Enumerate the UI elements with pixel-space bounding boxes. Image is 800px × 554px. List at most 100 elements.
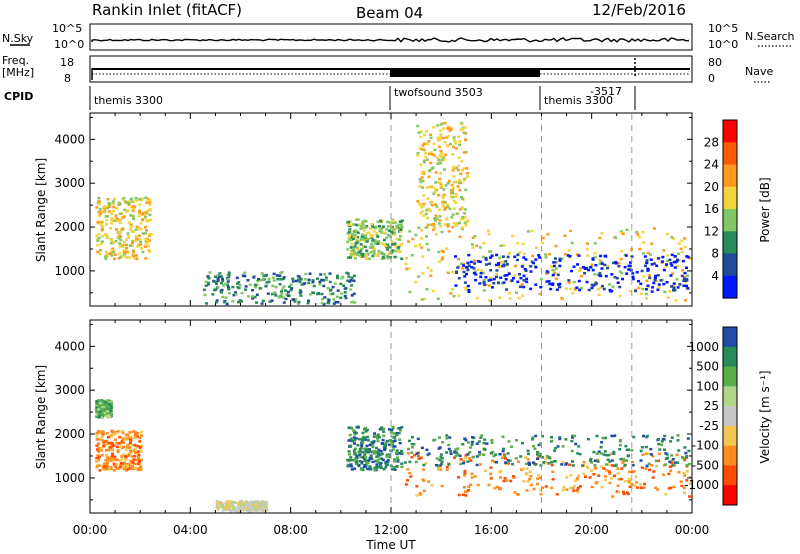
power-cell — [332, 302, 336, 305]
power-cell — [376, 220, 380, 223]
power-cell — [292, 298, 296, 301]
power-cell — [253, 283, 257, 287]
velocity-cell — [556, 445, 560, 448]
power-cell — [112, 209, 115, 213]
velocity-cell — [415, 485, 419, 488]
power-cell — [416, 200, 420, 203]
power-cell — [500, 282, 504, 285]
velocity-cell — [573, 434, 577, 438]
velocity-cell — [371, 445, 375, 449]
power-cell — [407, 267, 411, 270]
velocity-cell — [600, 441, 604, 444]
velocity-colorbar-swatch — [723, 386, 737, 407]
velocity-cell — [126, 464, 130, 467]
velocity-cell — [400, 465, 404, 469]
power-cell — [101, 211, 105, 214]
power-cell — [130, 200, 134, 203]
power-cell — [445, 247, 449, 250]
power-cell — [618, 285, 622, 289]
power-cell — [361, 223, 365, 226]
power-cell — [374, 226, 377, 230]
power-cell — [600, 262, 604, 265]
velocity-cell — [135, 458, 139, 462]
power-cell — [467, 253, 471, 257]
power-cell — [251, 289, 254, 292]
velocity-cell — [116, 467, 120, 471]
velocity-cell — [106, 461, 110, 465]
velocity-cell — [477, 440, 481, 443]
power-cell — [587, 268, 591, 272]
power-cell — [374, 225, 378, 228]
power-cell — [206, 283, 210, 286]
power-cell — [534, 283, 538, 286]
velocity-cell — [445, 434, 449, 437]
velocity-cell — [110, 442, 114, 445]
velocity-cell — [396, 427, 400, 430]
power-cell — [341, 275, 345, 278]
power-cell — [388, 245, 392, 249]
power-cell — [148, 239, 152, 242]
power-cell — [452, 222, 456, 225]
velocity-cell — [445, 468, 449, 472]
velocity-cell — [243, 503, 247, 506]
power-cell — [471, 246, 475, 249]
power-cell — [110, 219, 114, 222]
power-cell — [520, 283, 524, 286]
power-cell — [467, 264, 471, 267]
power-cell — [222, 284, 226, 287]
power-cell — [456, 185, 460, 188]
velocity-cell — [95, 464, 99, 468]
power-cell — [299, 290, 303, 294]
power-cell — [322, 284, 326, 288]
power-cell — [657, 256, 661, 260]
velocity-cell — [133, 462, 137, 466]
velocity-cell — [103, 462, 107, 465]
power-cell — [100, 228, 104, 232]
power-cell — [454, 201, 458, 204]
velocity-cell — [253, 500, 257, 503]
power-cell — [425, 242, 429, 246]
power-cell — [649, 253, 652, 256]
velocity-cell — [239, 508, 243, 511]
power-cell — [431, 185, 435, 189]
velocity-cell — [495, 485, 499, 489]
power-cell — [131, 205, 135, 208]
velocity-cell — [529, 483, 533, 487]
power-cell — [216, 277, 220, 280]
power-cell — [111, 247, 115, 250]
velocity-cell — [550, 463, 554, 467]
power-cell — [349, 278, 353, 282]
velocity-cell — [506, 459, 510, 462]
velocity-cell — [537, 473, 540, 477]
power-cell — [307, 299, 310, 303]
velocity-cell — [409, 475, 413, 478]
velocity-cell — [501, 456, 505, 459]
power-cell — [340, 276, 344, 280]
power-cell — [372, 252, 376, 256]
velocity-cell — [221, 504, 225, 507]
power-cell — [534, 266, 538, 269]
power-cell — [521, 263, 525, 267]
power-cell — [420, 206, 424, 209]
power-cell — [267, 277, 271, 281]
velocity-ytick-label: 2000 — [54, 427, 85, 441]
power-cell — [113, 257, 116, 260]
velocity-cell — [95, 402, 99, 405]
velocity-cell — [558, 436, 562, 439]
velocity-data-cells — [95, 399, 692, 513]
power-cell — [425, 208, 429, 212]
power-cell — [215, 282, 218, 286]
power-cell — [439, 162, 442, 165]
velocity-cell — [627, 480, 631, 483]
power-cell — [309, 293, 312, 296]
power-cell — [380, 231, 384, 234]
velocity-cell — [608, 470, 611, 473]
power-cell — [363, 245, 367, 249]
power-cell — [636, 233, 640, 236]
power-cell — [227, 273, 231, 276]
velocity-cell — [109, 466, 113, 469]
power-cell — [391, 232, 395, 235]
velocity-cell — [109, 410, 113, 413]
velocity-cell — [120, 429, 124, 433]
velocity-cell — [539, 454, 543, 458]
